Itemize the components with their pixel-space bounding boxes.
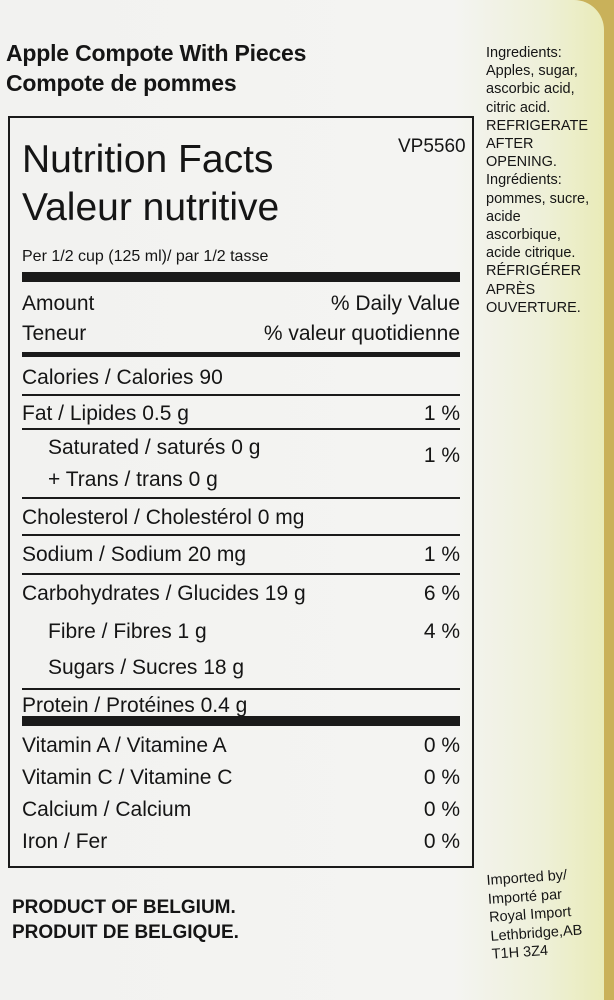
- amount-fr: Teneur: [22, 322, 87, 345]
- dv-en: % Daily Value: [330, 292, 460, 315]
- divider: [22, 352, 460, 357]
- nutrient-label: Calcium / Calcium: [22, 798, 192, 821]
- nutrient-row: Sodium / Sodium 20 mg 1 %: [22, 543, 460, 567]
- nutrient-row: Iron / Fer 0 %: [22, 830, 460, 854]
- divider: [22, 534, 460, 536]
- nutrient-row: Protein / Protéines 0.4 g: [22, 694, 460, 718]
- thick-divider: [22, 716, 460, 726]
- ingredients-line: REFRIGERATE: [486, 117, 589, 134]
- nutrient-dv: 0 %: [423, 798, 460, 821]
- dv-fr: % valeur quotidienne: [263, 322, 460, 345]
- nutrient-label: Cholesterol / Cholestérol 0 mg: [22, 506, 305, 529]
- ingredients-line: pommes, sucre,: [486, 190, 590, 207]
- ingredients-line: RÉFRIGÉRER: [486, 263, 582, 280]
- nutrient-row: Vitamin C / Vitamine C 0 %: [22, 766, 460, 790]
- nutrient-label: Iron / Fer: [22, 830, 108, 853]
- nutrient-label: Sodium / Sodium 20 mg: [22, 543, 247, 566]
- ingredients: Ingredients: Apples, sugar, ascorbic acid,…: [486, 44, 604, 317]
- nutrient-dv: 1 %: [423, 543, 460, 566]
- nutrient-dv: 4 %: [423, 620, 460, 643]
- nutrient-label: Saturated / saturés 0 g: [48, 436, 261, 459]
- ingredients-line: AFTER: [486, 136, 534, 153]
- nutrient-row: Vitamin A / Vitamine A 0 %: [22, 734, 460, 758]
- nutrient-row: Sugars / Sucres 18 g: [48, 656, 460, 680]
- nutrition-facts-table: Nutrition Facts VP5560 Valeur nutritive …: [8, 116, 474, 868]
- nutrient-label: Vitamin C / Vitamine C: [22, 766, 233, 789]
- nutrient-row: Saturated / saturés 0 g 1 %: [48, 436, 460, 467]
- divider: [22, 573, 460, 575]
- ingredients-line: ascorbique,: [486, 227, 561, 244]
- nutrient-row: Fat / Lipides 0.5 g 1 %: [22, 402, 460, 426]
- nutrient-dv: 6 %: [423, 582, 460, 605]
- country-of-origin: PRODUCT OF BELGIUM. PRODUIT DE BELGIQUE.: [12, 895, 239, 945]
- product-name-fr: Compote de pommes: [6, 70, 237, 96]
- nutrient-label: + Trans / trans 0 g: [48, 468, 218, 491]
- divider: [22, 394, 460, 396]
- ingredients-line: Ingrédients:: [486, 172, 562, 189]
- nutrient-label: Carbohydrates / Glucides 19 g: [22, 582, 306, 605]
- ingredients-line: Ingredients:: [486, 45, 562, 61]
- product-code: VP5560: [398, 136, 466, 157]
- ingredients-line: Apples, sugar,: [486, 63, 578, 80]
- nutrient-label: Protein / Protéines 0.4 g: [22, 694, 248, 717]
- ingredients-line: acide citrique.: [486, 245, 576, 262]
- nutrient-label: Vitamin A / Vitamine A: [22, 734, 227, 757]
- divider: [22, 428, 460, 430]
- nutrition-title-en: Nutrition Facts: [22, 138, 274, 181]
- nutrient-row: Cholesterol / Cholestérol 0 mg: [22, 506, 460, 530]
- thick-divider: [22, 272, 460, 282]
- nutrient-dv: 0 %: [423, 734, 460, 757]
- importer: Imported by/Importé par Royal Import Lethb…: [486, 866, 584, 965]
- nutrient-dv: 0 %: [423, 830, 460, 853]
- nutrient-row: + Trans / trans 0 g: [48, 468, 460, 492]
- nutrient-label: Sugars / Sucres 18 g: [48, 656, 245, 679]
- nutrient-row: Calcium / Calcium 0 %: [22, 798, 460, 822]
- nutrition-title-fr: Valeur nutritive: [22, 186, 280, 229]
- nutrient-row: Fibre / Fibres 1 g 4 %: [48, 620, 460, 644]
- nutrient-row: Calories / Calories 90: [22, 366, 460, 390]
- product-name-en: Apple Compote With Pieces: [6, 40, 307, 66]
- ingredients-line: OUVERTURE.: [486, 299, 581, 316]
- nutrient-label: Fat / Lipides 0.5 g: [22, 402, 189, 425]
- divider: [22, 688, 460, 690]
- nutrient-dv: 0 %: [423, 766, 460, 789]
- ingredients-line: citric acid.: [486, 99, 551, 116]
- divider: [22, 497, 460, 499]
- nutrient-dv: 1 %: [423, 402, 460, 425]
- serving-size: Per 1/2 cup (125 ml)/ par 1/2 tasse: [22, 248, 269, 265]
- nutrient-row: Carbohydrates / Glucides 19 g 6 %: [22, 582, 460, 606]
- nutrient-dv: 1 %: [423, 444, 460, 467]
- amount-en: Amount: [22, 292, 95, 315]
- nutrient-label: Calories / Calories 90: [22, 366, 223, 389]
- origin-en: PRODUCT OF BELGIUM.: [12, 897, 236, 918]
- nutrient-label: Fibre / Fibres 1 g: [48, 620, 207, 643]
- ingredients-line: OPENING.: [486, 154, 557, 171]
- ingredients-line: ascorbic acid,: [486, 81, 575, 98]
- ingredients-line: APRÈS: [486, 281, 536, 298]
- origin-fr: PRODUIT DE BELGIQUE.: [12, 922, 239, 943]
- ingredients-line: acide: [486, 208, 521, 225]
